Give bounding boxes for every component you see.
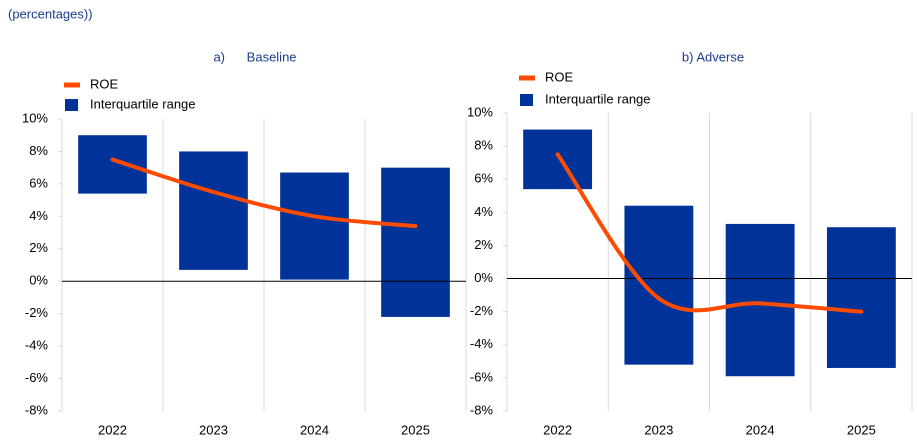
y-tick-label: 8% bbox=[474, 138, 493, 153]
x-tick-label: 2023 bbox=[644, 422, 673, 437]
y-tick-label: 8% bbox=[29, 143, 48, 158]
panel-title: b) Adverse bbox=[682, 49, 744, 64]
subtitle: (percentages)) bbox=[8, 6, 93, 21]
legend-label: ROE bbox=[90, 76, 119, 91]
x-tick-label: 2024 bbox=[746, 422, 775, 437]
roe-line bbox=[110, 157, 418, 229]
y-tick-label: 0% bbox=[474, 270, 493, 285]
y-tick-label: 10% bbox=[467, 104, 493, 119]
y-tick-label: 2% bbox=[29, 240, 48, 255]
y-tick-label: 10% bbox=[22, 110, 48, 125]
panel-title: a) Baseline bbox=[213, 49, 296, 64]
y-tick-label: 4% bbox=[29, 208, 48, 223]
legend-label: Interquartile range bbox=[545, 91, 651, 106]
iqr-bar bbox=[826, 227, 896, 368]
y-tick-label: -4% bbox=[25, 338, 49, 353]
y-tick-label: -6% bbox=[25, 370, 49, 385]
y-tick-label: -2% bbox=[470, 303, 494, 318]
legend-label: ROE bbox=[545, 69, 574, 84]
y-tick-label: 2% bbox=[474, 237, 493, 252]
y-tick-label: -4% bbox=[470, 336, 494, 351]
iqr-bar bbox=[280, 172, 349, 280]
iqr-bar bbox=[78, 135, 147, 194]
x-tick-label: 2025 bbox=[847, 422, 876, 437]
x-tick-label: 2022 bbox=[543, 422, 572, 437]
y-tick-label: 6% bbox=[29, 175, 48, 190]
legend-swatch bbox=[520, 94, 533, 106]
y-tick-label: 4% bbox=[474, 204, 493, 219]
x-tick-label: 2023 bbox=[199, 422, 228, 437]
x-tick-label: 2024 bbox=[300, 422, 329, 437]
iqr-bar bbox=[624, 205, 694, 365]
y-tick-label: 0% bbox=[29, 273, 48, 288]
legend-swatch bbox=[519, 75, 535, 81]
y-tick-label: -8% bbox=[25, 402, 49, 417]
iqr-bar bbox=[725, 223, 795, 377]
legend-label: Interquartile range bbox=[90, 96, 196, 111]
roe-line bbox=[555, 152, 864, 314]
y-tick-label: -2% bbox=[25, 305, 49, 320]
legend-swatch bbox=[65, 99, 78, 111]
x-tick-label: 2025 bbox=[401, 422, 430, 437]
x-tick-label: 2022 bbox=[98, 422, 127, 437]
legend-swatch bbox=[64, 82, 80, 88]
iqr-bar bbox=[179, 151, 248, 270]
iqr-bar bbox=[381, 167, 450, 317]
y-tick-label: -6% bbox=[470, 369, 494, 384]
y-tick-label: 6% bbox=[474, 171, 493, 186]
iqr-bar bbox=[523, 129, 593, 190]
y-tick-label: -8% bbox=[470, 402, 494, 417]
